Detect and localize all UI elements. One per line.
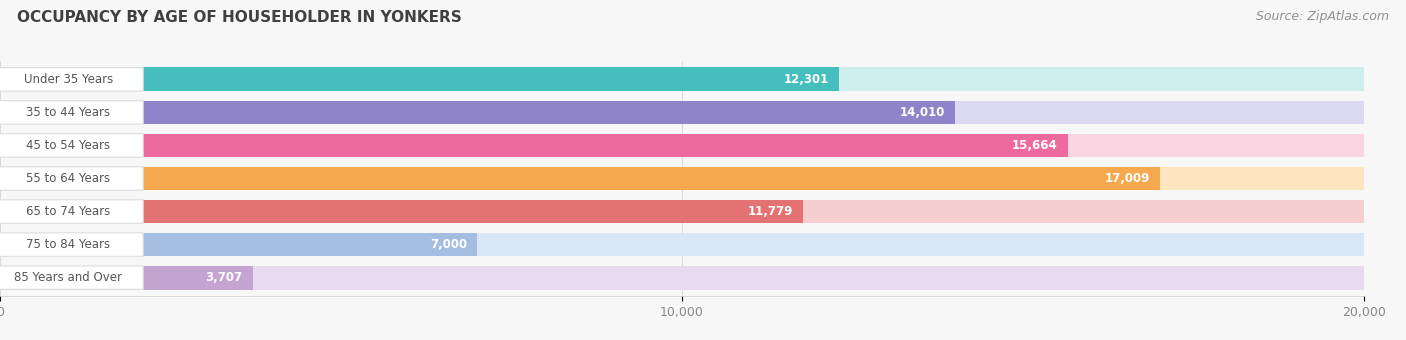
FancyBboxPatch shape (0, 134, 143, 157)
Bar (0, 167, 1160, 190)
Bar (0, 266, 253, 290)
Bar (0, 101, 1364, 124)
Text: 45 to 54 Years: 45 to 54 Years (27, 139, 110, 152)
Text: 11,779: 11,779 (748, 205, 793, 218)
Text: 17,009: 17,009 (1104, 172, 1150, 185)
Text: 65 to 74 Years: 65 to 74 Years (27, 205, 110, 218)
Text: 7,000: 7,000 (430, 238, 467, 251)
FancyBboxPatch shape (0, 101, 143, 124)
Bar (0, 134, 1069, 157)
FancyBboxPatch shape (0, 200, 143, 223)
Bar (0, 167, 1364, 190)
Text: Under 35 Years: Under 35 Years (24, 73, 112, 86)
Bar (0, 134, 1364, 157)
Text: 75 to 84 Years: 75 to 84 Years (27, 238, 110, 251)
Bar (0, 67, 1364, 91)
FancyBboxPatch shape (0, 167, 143, 190)
Text: 3,707: 3,707 (205, 271, 243, 284)
FancyBboxPatch shape (0, 266, 143, 289)
Bar (0, 200, 1364, 223)
Text: Source: ZipAtlas.com: Source: ZipAtlas.com (1256, 10, 1389, 23)
Text: 35 to 44 Years: 35 to 44 Years (27, 106, 110, 119)
Bar (0, 200, 803, 223)
Text: 12,301: 12,301 (783, 73, 828, 86)
Text: 14,010: 14,010 (900, 106, 945, 119)
FancyBboxPatch shape (0, 68, 143, 91)
Bar (0, 266, 1364, 290)
FancyBboxPatch shape (0, 233, 143, 256)
Bar (0, 233, 1364, 256)
Bar (0, 233, 478, 256)
Bar (0, 67, 839, 91)
Text: 85 Years and Over: 85 Years and Over (14, 271, 122, 284)
Bar (0, 101, 955, 124)
Text: OCCUPANCY BY AGE OF HOUSEHOLDER IN YONKERS: OCCUPANCY BY AGE OF HOUSEHOLDER IN YONKE… (17, 10, 461, 25)
Text: 55 to 64 Years: 55 to 64 Years (27, 172, 110, 185)
Text: 15,664: 15,664 (1012, 139, 1057, 152)
